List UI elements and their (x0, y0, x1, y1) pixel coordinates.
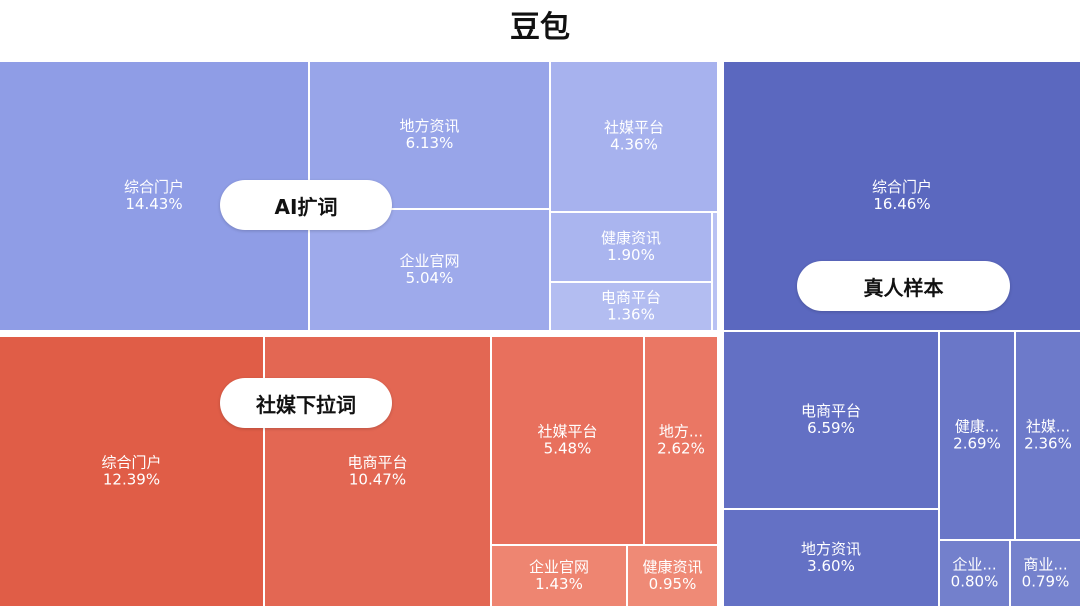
treemap-tile (492, 546, 626, 606)
treemap-tile (628, 546, 717, 606)
tile-value-label: 0.79% (1022, 573, 1070, 591)
tile-category-label: 社媒平台 (537, 423, 597, 441)
tile-category-label: 综合门户 (872, 178, 932, 196)
tile-value-label: 6.13% (406, 134, 454, 152)
treemap-tile (1011, 541, 1080, 606)
tile-value-label: 5.48% (544, 440, 592, 458)
tile-category-label: 社媒平台 (604, 119, 664, 137)
tile-value-label: 12.39% (103, 471, 160, 489)
tile-value-label: 4.36% (610, 136, 658, 154)
group-tag-real-sample: 真人样本 (797, 261, 1010, 311)
tile-category-label: 地方资讯 (399, 117, 459, 135)
tile-category-label: 健康资讯 (642, 558, 702, 576)
treemap-tile (724, 510, 938, 606)
group-tag-ai-expansion: AI扩词 (220, 180, 392, 230)
tile-category-label: 地方资讯 (801, 540, 861, 558)
tile-category-label: 综合门户 (101, 454, 161, 472)
treemap-tile (940, 332, 1014, 539)
tile-value-label: 5.04% (406, 269, 454, 287)
tile-value-label: 16.46% (873, 195, 930, 213)
tile-category-label: 健康资讯 (601, 229, 661, 247)
tile-value-label: 2.36% (1024, 435, 1072, 453)
tile-value-label: 1.90% (607, 246, 655, 264)
tile-value-label: 6.59% (807, 419, 855, 437)
tile-value-label: 1.36% (607, 306, 655, 324)
treemap-tile (492, 337, 643, 544)
chart-title: 豆包 (510, 10, 570, 45)
tile-category-label: 企业官网 (399, 252, 459, 270)
tile-value-label: 2.69% (953, 435, 1001, 453)
tile-category-label: 电商平台 (601, 289, 661, 307)
tile-category-label: 社媒... (1026, 418, 1070, 436)
treemap-tile (551, 62, 717, 211)
treemap-tile (310, 210, 549, 330)
treemap-tile (940, 541, 1009, 606)
tile-category-label: 健康... (955, 418, 999, 436)
tile-value-label: 14.43% (125, 195, 182, 213)
tile-value-label: 1.43% (535, 575, 583, 593)
treemap-tile (0, 337, 263, 606)
tile-category-label: 电商平台 (801, 402, 861, 420)
tile-category-label: 地方... (659, 423, 703, 441)
tile-value-label: 2.62% (657, 440, 705, 458)
treemap-tile (551, 283, 711, 330)
tile-value-label: 3.60% (807, 557, 855, 575)
treemap-tile (1016, 332, 1080, 539)
group-tag-social-dropdown: 社媒下拉词 (220, 378, 392, 428)
treemap-tile (724, 332, 938, 508)
tile-category-label: 电商平台 (347, 454, 407, 472)
tile-value-label: 0.80% (951, 573, 999, 591)
tile-category-label: 综合门户 (124, 178, 184, 196)
treemap-tile (713, 213, 717, 330)
tile-category-label: 商业... (1023, 556, 1067, 574)
treemap-tile (645, 337, 717, 544)
tile-category-label: 企业... (952, 556, 996, 574)
tile-value-label: 10.47% (349, 471, 406, 489)
tile-value-label: 0.95% (649, 575, 697, 593)
treemap-tile (551, 213, 711, 281)
tile-category-label: 企业官网 (529, 558, 589, 576)
